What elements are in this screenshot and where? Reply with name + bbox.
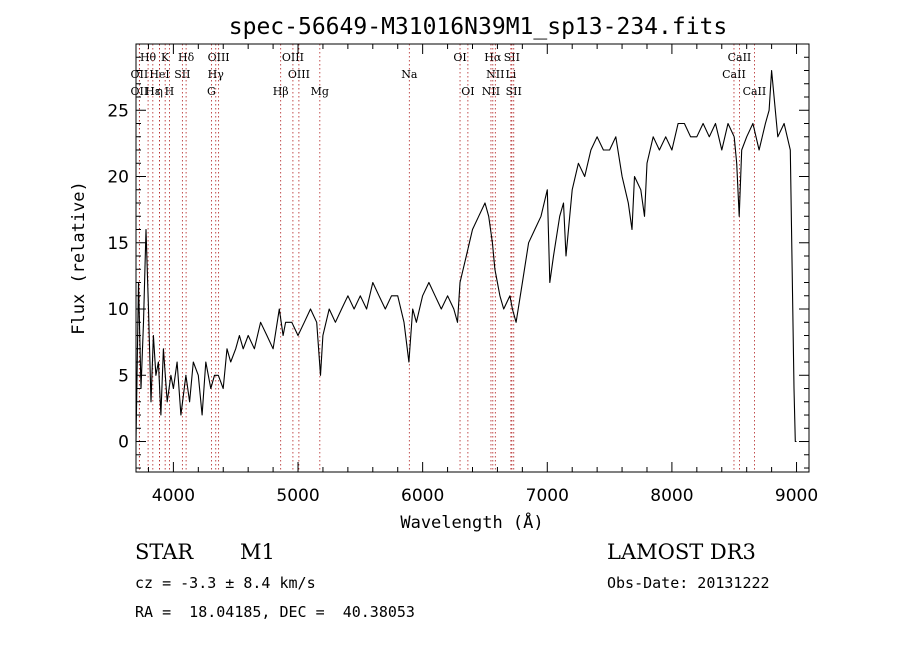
chart-title: spec-56649-M31016N39M1_sp13-234.fits	[229, 14, 728, 40]
line-marker-label: Hδ	[178, 51, 195, 64]
line-marker-label: OIII	[282, 51, 304, 64]
line-marker-label: NII	[482, 85, 500, 98]
x-tick-label: 6000	[401, 486, 444, 506]
line-marker-label: OII	[131, 85, 149, 98]
line-marker-label: H	[165, 85, 175, 98]
x-axis-label: Wavelength (Å)	[400, 511, 543, 533]
line-marker-label: SII	[504, 51, 520, 64]
x-tick-label: 7000	[526, 486, 569, 506]
line-marker-label: NII	[486, 68, 504, 81]
redshift-readout: cz = -3.3 ± 8.4 km/s	[135, 574, 316, 592]
line-marker-label: Hγ	[208, 68, 225, 81]
y-tick-label: 25	[107, 101, 129, 121]
line-marker-label: CaII	[728, 51, 752, 64]
line-marker-label: η	[156, 85, 163, 98]
line-marker-label: K	[161, 51, 170, 64]
line-marker-label: Hβ	[273, 85, 289, 98]
y-tick-label: 0	[118, 433, 129, 453]
line-marker-label: Hθ	[140, 51, 157, 64]
plot-axes: 4000 5000 6000 7000 8000 9000 0 5 10 15 20 25	[107, 43, 818, 506]
line-marker-label: OIII	[208, 51, 230, 64]
line-marker-label: OIII	[288, 68, 310, 81]
line-marker-label: CaII	[743, 85, 767, 98]
line-marker-label: Hε	[145, 85, 161, 98]
spectrum-line	[135, 69, 797, 443]
obs-date: Obs-Date: 20131222	[607, 574, 770, 592]
y-tick-label: 10	[107, 300, 129, 320]
line-marker-label: G	[207, 85, 216, 98]
line-marker-label: SII	[174, 68, 190, 81]
line-marker-label: Li	[505, 68, 516, 81]
coordinates: RA = 18.04185, DEC = 40.38053	[135, 603, 415, 621]
line-marker-label: HeI	[149, 68, 169, 81]
y-tick-label: 20	[107, 168, 129, 188]
x-tick-label: 9000	[775, 486, 818, 506]
y-axis-label: Flux (relative)	[69, 181, 89, 335]
x-tick-label: 4000	[152, 486, 195, 506]
plot-frame	[135, 43, 810, 473]
line-marker-label: CaII	[722, 68, 746, 81]
object-subclass: M1	[240, 540, 275, 564]
line-marker-label: Na	[401, 68, 418, 81]
x-tick-label: 5000	[276, 486, 319, 506]
line-marker-label: SII	[506, 85, 522, 98]
line-marker-label: Mg	[311, 85, 329, 98]
spectrum-series	[135, 69, 797, 443]
x-tick-label: 8000	[650, 486, 693, 506]
y-tick-label: 5	[118, 366, 129, 386]
line-marker-label: OII	[131, 68, 149, 81]
line-marker-label: Hα	[484, 51, 502, 64]
line-marker-label: OI	[453, 51, 466, 64]
object-class: STAR	[135, 540, 194, 564]
survey-name: LAMOST DR3	[607, 540, 756, 564]
line-marker-label: OI	[461, 85, 474, 98]
y-tick-label: 15	[107, 234, 129, 254]
